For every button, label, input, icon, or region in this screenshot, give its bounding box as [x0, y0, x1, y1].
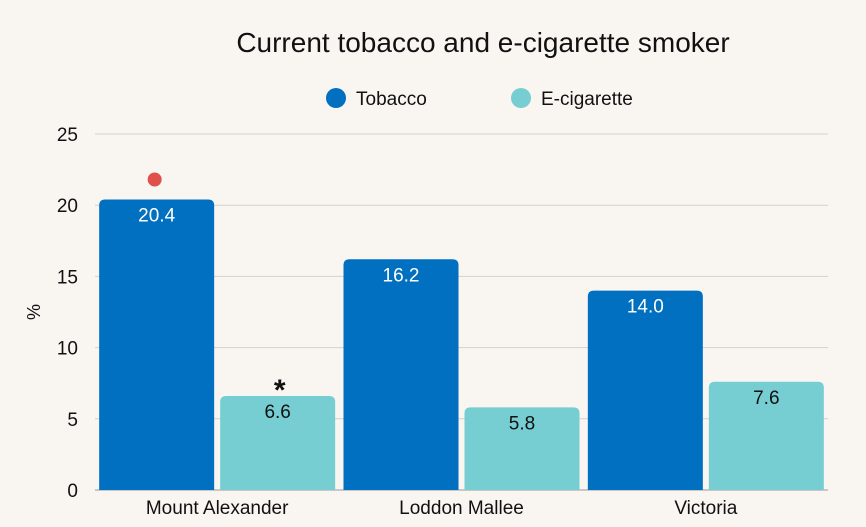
y-tick-label: 20 — [57, 196, 78, 217]
x-axis-ticks: Mount Alexander Loddon Mallee Victoria — [146, 498, 738, 519]
legend-label: E-cigarette — [541, 89, 633, 110]
bars: 20.4 6.6 16.2 5.8 14.0 7.6 — [99, 199, 824, 490]
annotation-asterisk: * — [274, 374, 286, 407]
legend-label: Tobacco — [356, 89, 427, 110]
y-tick-label: 0 — [67, 481, 78, 502]
bar — [99, 199, 215, 490]
data-label: 20.4 — [138, 206, 175, 227]
y-tick-label: 10 — [57, 339, 78, 360]
legend-swatch — [326, 88, 346, 108]
x-tick-label: Mount Alexander — [146, 498, 289, 519]
data-label: 14.0 — [627, 297, 664, 318]
data-label: 7.6 — [753, 388, 779, 409]
y-axis-ticks: 0 5 10 15 20 25 — [57, 125, 78, 502]
data-label: 5.8 — [509, 413, 535, 434]
legend: Tobacco E-cigarette — [326, 88, 633, 110]
bar — [343, 259, 459, 490]
x-tick-label: Loddon Mallee — [399, 498, 524, 519]
data-label: 6.6 — [264, 402, 290, 423]
y-axis-label: % — [24, 304, 44, 320]
y-tick-label: 5 — [67, 410, 78, 431]
bar — [464, 407, 580, 490]
x-tick-label: Victoria — [674, 498, 737, 519]
bar — [708, 381, 824, 490]
chart-title: Current tobacco and e-cigarette smoker — [236, 27, 729, 58]
annotations: * — [147, 172, 286, 407]
legend-swatch — [511, 88, 531, 108]
grid-lines — [95, 133, 828, 491]
bar — [587, 290, 703, 490]
data-label: 16.2 — [383, 265, 420, 286]
y-tick-label: 25 — [57, 125, 78, 146]
bar — [220, 396, 336, 490]
y-tick-label: 15 — [57, 267, 78, 288]
annotation-dot — [147, 172, 162, 187]
